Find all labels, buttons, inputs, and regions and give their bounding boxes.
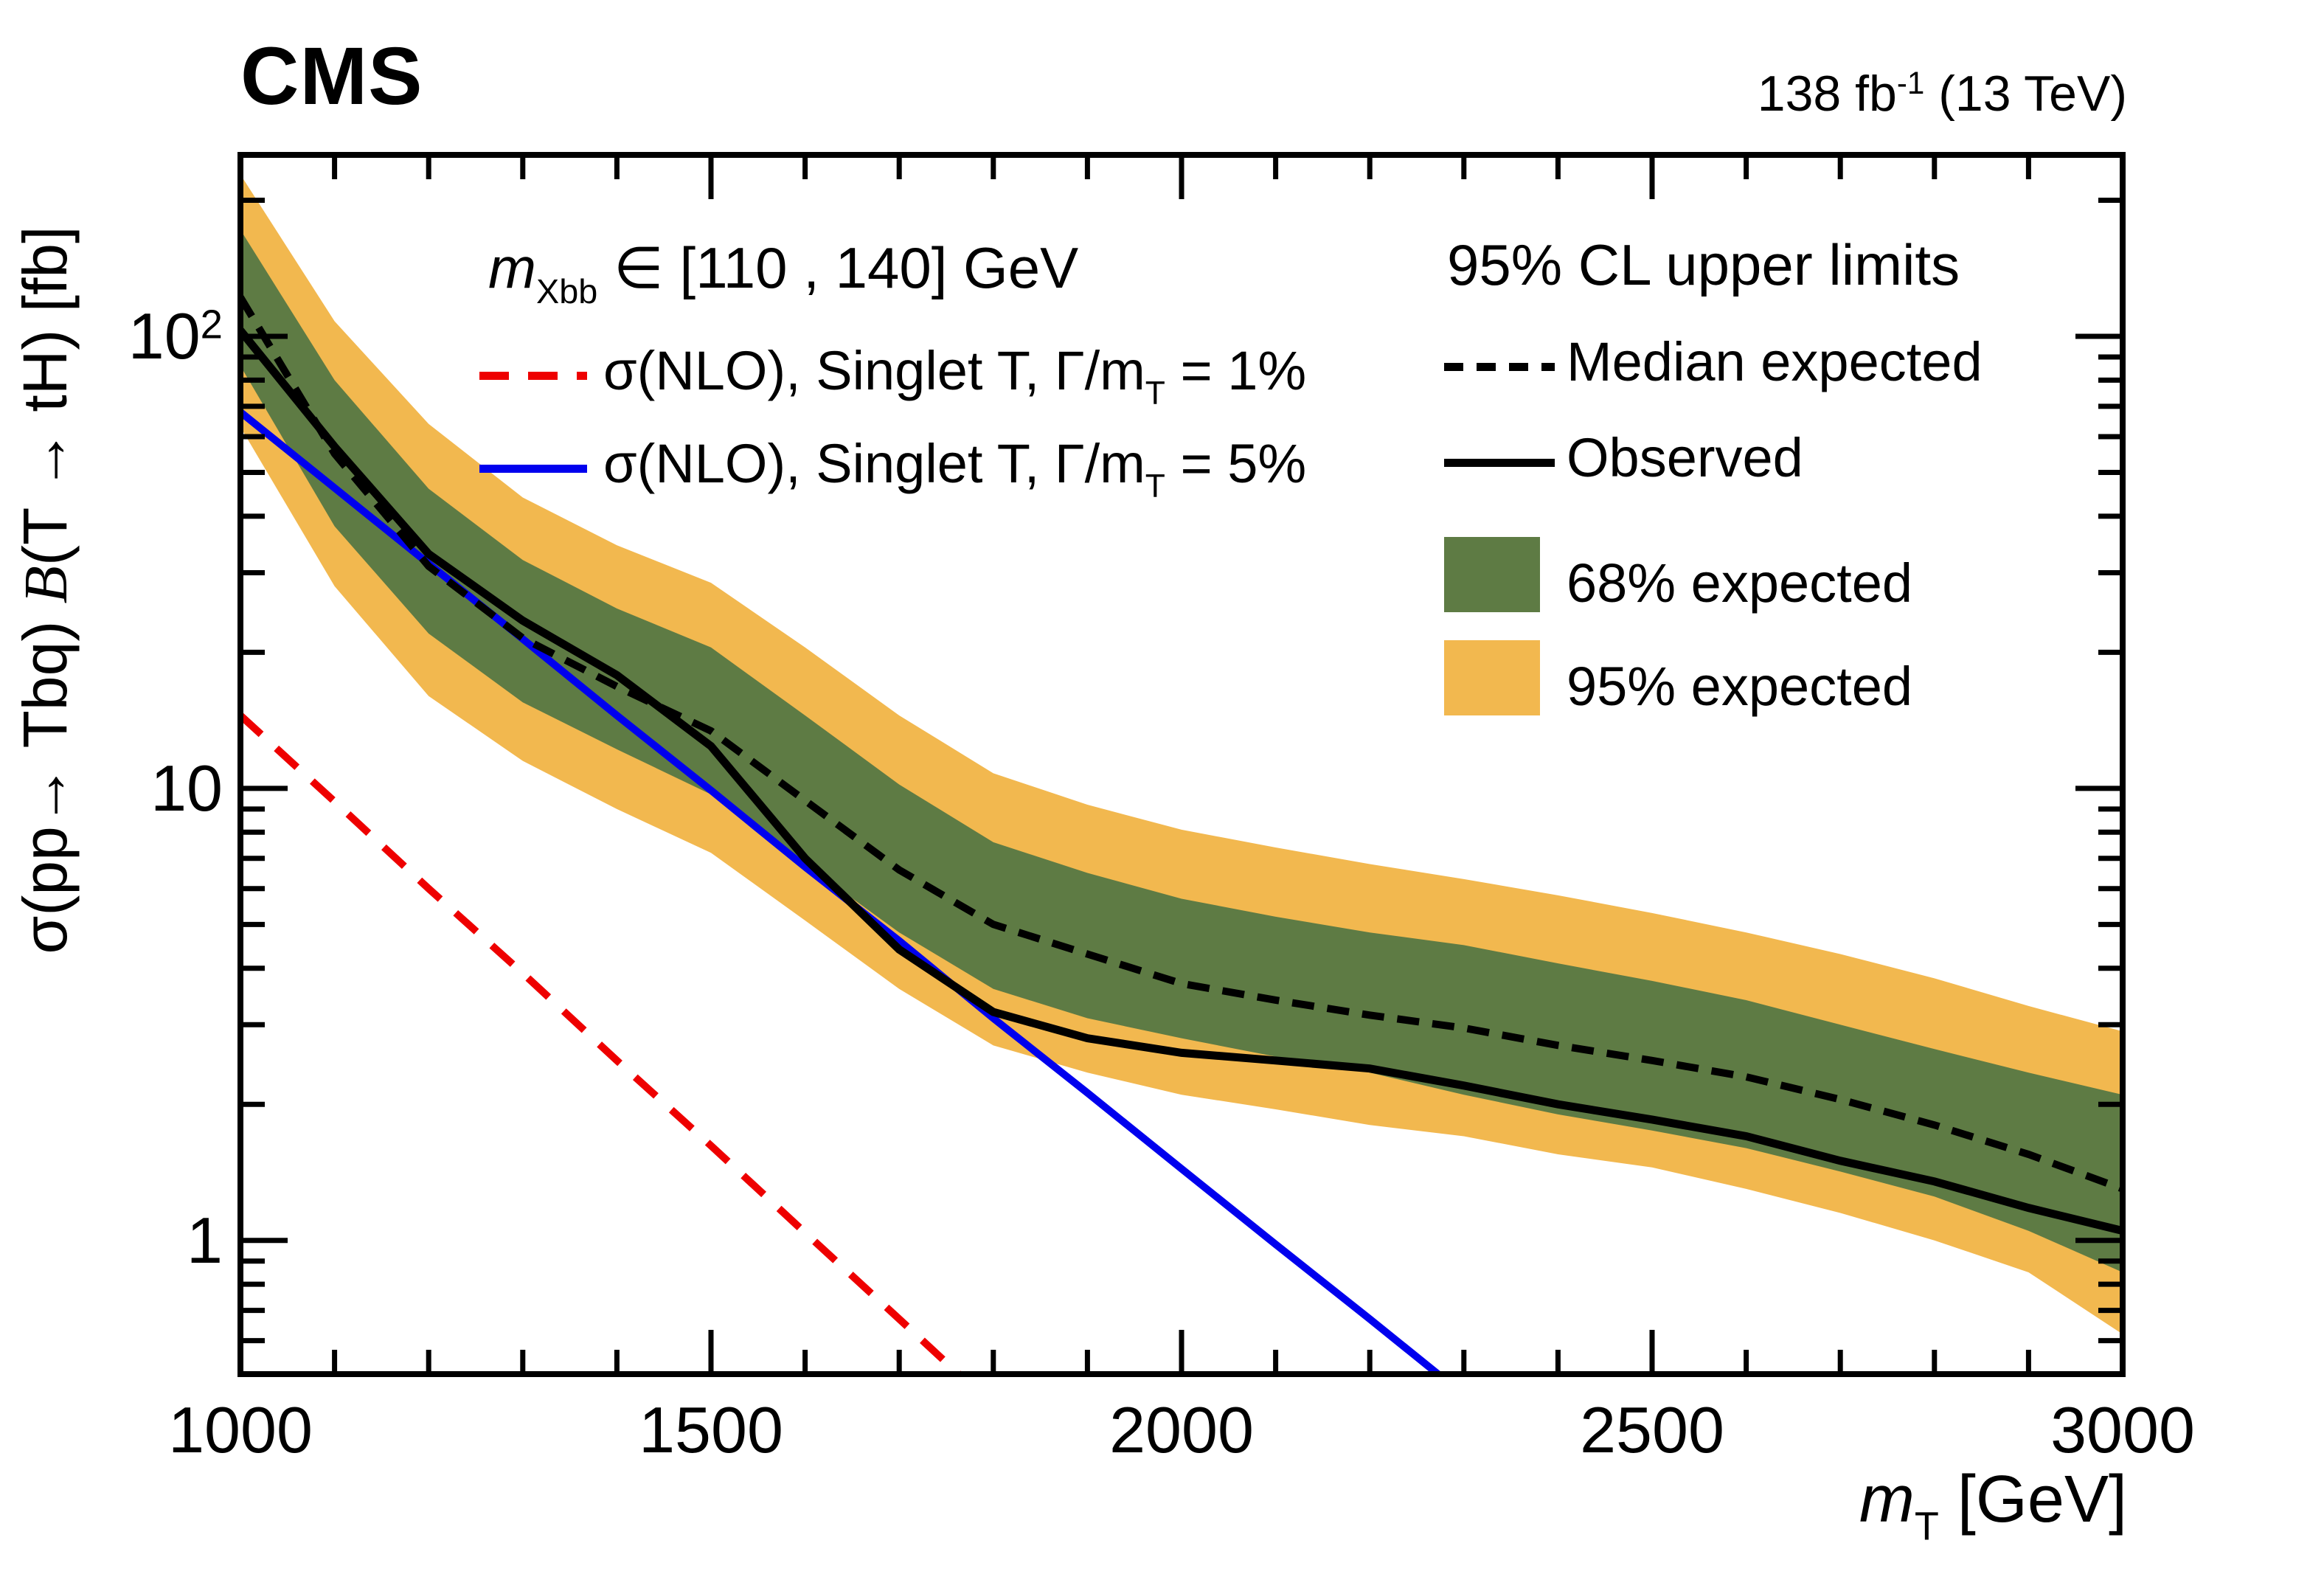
lumi-prefix: 138 fb [1757, 66, 1897, 122]
x-tick-label-1000: 1000 [168, 1393, 313, 1466]
limits-legend-title: 95% CL upper limits [1447, 232, 1960, 297]
theory-1pct-line-sample [479, 372, 587, 380]
y-tick-label-base: 1 [187, 1203, 223, 1277]
legend-theory-1pct-value: = 1% [1165, 340, 1307, 401]
band95-label: 95% expected [1567, 656, 1913, 717]
band-68-expected [240, 229, 2123, 1272]
x-tick-label-1500: 1500 [639, 1393, 783, 1466]
y-tick-label-102: 102 [1, 299, 223, 374]
y-tick-label-exponent: 2 [200, 302, 223, 347]
x-axis-title-subscript: T [1914, 1504, 1939, 1549]
y-axis-title-branching: B [12, 566, 80, 604]
x-tick-label-2500: 2500 [1580, 1393, 1724, 1466]
legend-theory-5pct-sub: T [1145, 468, 1165, 505]
y-tick-label-10: 10 [1, 751, 223, 826]
median-expected-label: Median expected [1567, 331, 1983, 392]
y-tick-label-1: 1 [1, 1203, 223, 1278]
observed-curve [240, 327, 2123, 1235]
legend-theory-5pct-value: = 5% [1165, 433, 1307, 494]
observed-label: Observed [1567, 427, 1803, 488]
x-tick-label-3000: 3000 [2050, 1393, 2195, 1466]
experiment-title: CMS [240, 31, 423, 122]
legend-theory-1pct-label: σ(NLO), Singlet T, Γ/mT = 1% [603, 339, 1306, 412]
y-tick-label-base: 10 [128, 299, 201, 372]
y-tick-label-base: 10 [150, 751, 223, 825]
mass-window-range: ∈ [110 , 140] GeV [597, 235, 1079, 300]
band68-label: 68% expected [1567, 552, 1913, 614]
band68-swatch [1444, 537, 1540, 612]
x-axis-title: mT [GeV] [1859, 1462, 2127, 1549]
legend-theory-5pct-label: σ(NLO), Singlet T, Γ/mT = 5% [603, 432, 1306, 505]
legend-theory-1pct-sub: T [1145, 375, 1165, 412]
mass-window-symbol: m [488, 235, 536, 300]
band95-swatch [1444, 640, 1540, 715]
x-axis-title-unit: [GeV] [1938, 1463, 2127, 1536]
observed-line-sample [1444, 459, 1555, 467]
mass-window-subscript: Xbb [535, 272, 598, 311]
lumi-exponent: -1 [1896, 65, 1925, 100]
x-tick-label-2000: 2000 [1109, 1393, 1254, 1466]
y-axis-title-part2: (T → tH) [fb] [10, 226, 80, 566]
mass-window-label: mXbb ∈ [110 , 140] GeV [488, 235, 1078, 311]
legend-theory-5pct-text: σ(NLO), Singlet T, Γ/m [603, 433, 1145, 494]
legend-theory-1pct-text: σ(NLO), Singlet T, Γ/m [603, 340, 1145, 401]
lumi-suffix: (13 TeV) [1924, 66, 2127, 122]
theory-1pct-curve [240, 713, 965, 1374]
x-axis-title-symbol: m [1859, 1463, 1915, 1536]
median-expected-line-sample [1444, 363, 1555, 371]
luminosity-label: 138 fb-1 (13 TeV) [1758, 65, 2127, 122]
theory-5pct-line-sample [479, 465, 587, 473]
